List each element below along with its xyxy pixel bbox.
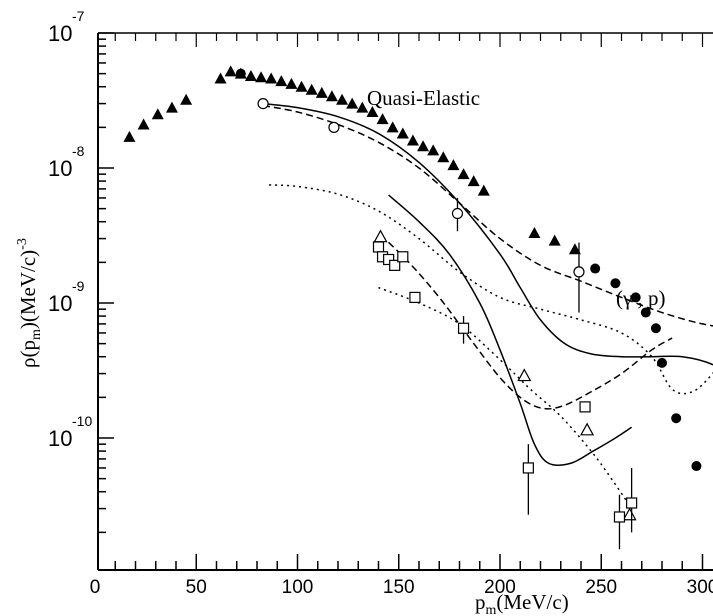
filled-triangle-point — [477, 184, 490, 196]
y-tick-label: 10 — [48, 426, 72, 451]
filled-circle-point — [235, 68, 246, 79]
model-curve-dotted-6 — [378, 286, 633, 510]
model-curve-solid-1 — [262, 102, 713, 366]
filled-triangle-point — [467, 175, 480, 187]
x-axis-title: pm(MeV/c) — [475, 590, 569, 616]
filled-triangle-point — [151, 108, 164, 120]
y-axis-title: ρ(pm)(MeV/c)-3 — [15, 238, 44, 368]
open-square-point — [626, 497, 638, 509]
filled-circle-point — [590, 263, 601, 274]
x-tick-label: 0 — [90, 577, 101, 598]
y-tick-label: 10 — [48, 291, 72, 316]
filled-triangle-point — [346, 97, 359, 109]
model-curve-dashed-4 — [380, 234, 673, 410]
filled-triangle-point — [548, 234, 561, 246]
x-tick-label: 100 — [282, 577, 314, 598]
filled-triangle-point — [180, 93, 193, 105]
y-tick-exponent: -9 — [72, 278, 85, 294]
filled-triangle-point — [214, 72, 227, 84]
filled-triangle-point — [305, 83, 318, 95]
open-triangle-point — [373, 229, 388, 243]
filled-triangle-point — [295, 80, 308, 92]
filled-triangle-point — [255, 71, 268, 83]
open-square-point — [457, 322, 470, 334]
annotation-gamma-p: (γ , p) — [616, 286, 666, 310]
y-tick-label: 10 — [48, 156, 72, 181]
x-axis: 0 50 100 150 200 250 300 — [90, 33, 713, 598]
filled-triangle-point — [427, 144, 440, 156]
open-triangle-point — [517, 368, 532, 382]
filled-triangle-point — [457, 168, 470, 180]
filled-triangle-point — [137, 118, 150, 130]
model-curve-dotted-5 — [269, 184, 713, 395]
x-tick-label: 50 — [186, 577, 207, 598]
filled-circle-point — [657, 357, 667, 368]
x-tick-label: 300 — [687, 577, 713, 598]
filled-circle-point — [650, 323, 661, 334]
model-curve-solid-3 — [388, 194, 633, 466]
open-square-point — [522, 462, 534, 474]
model-curves — [262, 102, 713, 510]
y-tick-exponent: -10 — [72, 413, 92, 429]
y-tick-exponent: -8 — [72, 143, 85, 159]
open-square-point — [372, 241, 385, 253]
x-tick-label: 250 — [585, 577, 617, 598]
open-circle-point — [451, 207, 464, 220]
annotation-quasi-elastic: Quasi-Elastic — [367, 86, 480, 110]
filled-triangle-point — [396, 127, 409, 139]
filled-triangle-point — [437, 151, 450, 163]
filled-triangle-point — [376, 113, 389, 125]
filled-circle-point — [640, 307, 651, 318]
filled-triangle-point — [123, 130, 136, 142]
y-tick-label: 10 — [48, 21, 72, 46]
open-triangle-point — [622, 507, 637, 521]
filled-triangle-point — [447, 159, 460, 171]
open-square-point — [579, 401, 591, 413]
open-circle-point — [328, 121, 340, 133]
filled-triangle-point — [406, 134, 419, 146]
filled-triangle-point — [285, 77, 298, 89]
open-square-point — [389, 259, 401, 271]
filled-triangle-point — [528, 227, 541, 239]
data-series — [123, 65, 702, 550]
filled-circle-point — [691, 461, 702, 472]
filled-triangle-point — [244, 70, 257, 82]
filled-triangle-point — [265, 72, 278, 84]
filled-triangle-point — [336, 93, 349, 105]
open-square-point — [613, 511, 626, 523]
filled-triangle-point — [315, 86, 328, 98]
y-axis: 10-710-810-910-10 — [48, 8, 114, 534]
open-square-point — [383, 253, 395, 266]
open-square-point — [409, 291, 421, 304]
filled-triangle-point — [417, 140, 430, 152]
open-triangle-point — [580, 422, 595, 436]
filled-triangle-point — [386, 121, 399, 133]
open-square-point — [397, 251, 409, 263]
filled-triangle-point — [325, 90, 338, 102]
filled-circle-point — [671, 413, 682, 424]
filled-triangle-point — [275, 75, 288, 87]
open-circle-point — [257, 97, 269, 110]
filled-circle-point — [610, 278, 621, 289]
filled-triangle-point — [165, 101, 178, 113]
filled-triangle-point — [568, 243, 581, 255]
filled-triangle-point — [356, 101, 369, 113]
x-tick-label: 150 — [383, 577, 415, 598]
filled-circle-point — [630, 292, 641, 303]
x-tick-label: 200 — [484, 577, 516, 598]
filled-triangle-point — [224, 65, 237, 77]
plot-frame — [97, 32, 713, 571]
y-tick-exponent: -7 — [72, 8, 85, 24]
filled-triangle-point — [366, 105, 379, 117]
open-circle-point — [573, 266, 585, 278]
